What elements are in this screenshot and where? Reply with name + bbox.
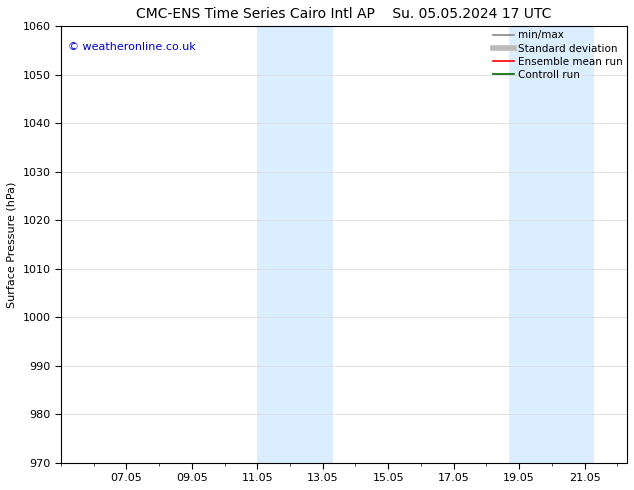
- Y-axis label: Surface Pressure (hPa): Surface Pressure (hPa): [7, 181, 17, 308]
- Bar: [509, 26, 594, 463]
- Text: © weatheronline.co.uk: © weatheronline.co.uk: [68, 42, 195, 51]
- Bar: [257, 26, 333, 463]
- Title: CMC-ENS Time Series Cairo Intl AP    Su. 05.05.2024 17 UTC: CMC-ENS Time Series Cairo Intl AP Su. 05…: [136, 7, 552, 21]
- Legend: min/max, Standard deviation, Ensemble mean run, Controll run: min/max, Standard deviation, Ensemble me…: [491, 28, 625, 82]
